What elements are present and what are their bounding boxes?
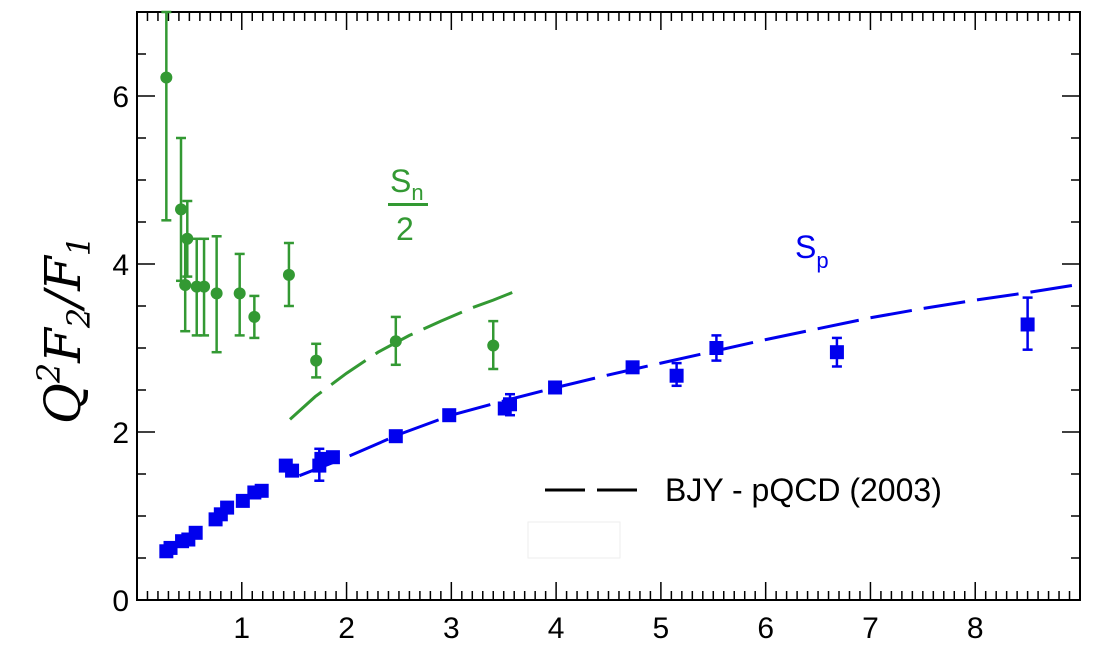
- x-tick-label: 2: [338, 612, 355, 645]
- neutron-point: [210, 287, 223, 300]
- y-tick-label: 6: [112, 81, 129, 114]
- proton-point: [548, 380, 563, 395]
- ylabel-slash: /: [34, 287, 92, 312]
- y-tick-label: 0: [112, 585, 129, 618]
- ylabel-sup: 2: [30, 363, 68, 384]
- neutron-point: [175, 203, 188, 216]
- x-tick-label: 7: [862, 612, 879, 645]
- sn-label-text: S: [390, 163, 411, 199]
- neutron-point: [310, 354, 323, 367]
- proton-point: [1020, 317, 1035, 332]
- x-tick-label: 1: [233, 612, 250, 645]
- x-tick-label: 4: [548, 612, 565, 645]
- y-tick-label: 2: [112, 417, 129, 450]
- sp-label-text: S: [795, 229, 816, 265]
- proton-point: [829, 345, 844, 360]
- theory-curves: [288, 283, 1076, 478]
- proton-point: [325, 450, 340, 465]
- sn-label: Sn: [390, 163, 424, 205]
- proton-point: [625, 360, 640, 375]
- data-points: [159, 10, 1035, 559]
- proton-point: [314, 451, 329, 466]
- sp-label-sub: p: [816, 248, 828, 273]
- x-tick-label: 5: [653, 612, 670, 645]
- neutron-point: [487, 339, 500, 352]
- sp-label: Sp: [795, 229, 829, 273]
- ylabel-f: F: [34, 326, 92, 364]
- sn-annotation: Sn 2: [388, 163, 428, 247]
- inset-box: [527, 521, 621, 559]
- legend-label: BJY - pQCD (2003): [665, 472, 942, 508]
- axes: 1 2 3 4 5 6 7 8 0 2 4 6: [112, 11, 1081, 645]
- proton-point: [220, 500, 235, 515]
- proton-point: [235, 493, 250, 508]
- neutron-point: [179, 279, 192, 291]
- ylabel-q: Q: [34, 383, 92, 424]
- sn-pqcd-curve: [288, 289, 517, 421]
- proton-point: [188, 525, 203, 540]
- legend: BJY - pQCD (2003): [545, 472, 942, 508]
- neutron-point: [248, 310, 261, 323]
- neutron-point: [282, 268, 295, 281]
- neutron-point: [389, 335, 402, 348]
- proton-point: [669, 368, 684, 383]
- sn-denominator: 2: [396, 211, 414, 247]
- sn-label-sub: n: [411, 180, 423, 205]
- proton-point: [163, 540, 178, 555]
- y-tick-label: 4: [112, 249, 129, 282]
- ylabel-sub2: 1: [60, 236, 98, 256]
- proton-point: [503, 397, 518, 412]
- proton-point: [388, 429, 403, 444]
- proton-point: [254, 483, 269, 498]
- proton-point: [442, 408, 457, 423]
- proton-point: [285, 463, 300, 478]
- sn-fraction-bar: [388, 203, 428, 206]
- x-tick-label: 3: [443, 612, 460, 645]
- x-tick-label: 8: [967, 612, 984, 645]
- ylabel-f1: F: [34, 254, 92, 292]
- neutron-point: [198, 280, 211, 293]
- sp-pqcd-curve: [298, 283, 1076, 478]
- neutron-point: [233, 287, 246, 300]
- neutron-point: [181, 232, 194, 245]
- y-axis-label: Q2F2/F1: [30, 236, 98, 424]
- x-tick-label: 6: [757, 612, 774, 645]
- proton-point: [709, 341, 724, 355]
- neutron-point: [160, 71, 173, 84]
- ylabel-sub1: 2: [60, 308, 98, 329]
